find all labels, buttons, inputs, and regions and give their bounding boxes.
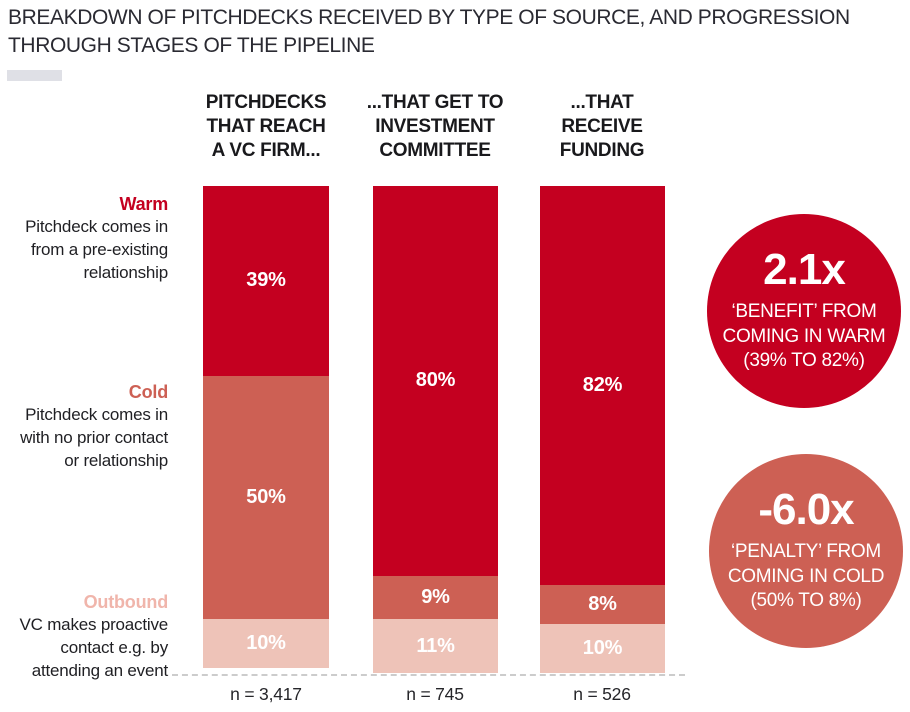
sample-size-reach-vc-firm: n = 3,417 — [230, 684, 302, 704]
segment-percentage-label: 39% — [246, 269, 286, 292]
segment-percentage-label: 9% — [421, 586, 450, 608]
segment-percentage-label: 10% — [246, 632, 286, 655]
segment-percentage-label: 50% — [246, 486, 286, 509]
bar-segment-warm: 39% — [203, 186, 329, 376]
column-header-reach-vc-firm: PITCHDECKS THAT REACH A VC FIRM... — [205, 92, 327, 161]
bar-segment-outbound: 11% — [373, 619, 498, 673]
sample-size-receive-funding: n = 526 — [573, 684, 631, 704]
segment-percentage-label: 11% — [416, 634, 455, 657]
row-label-outbound-title: Outbound — [83, 592, 169, 612]
row-label-warm-title: Warm — [119, 194, 168, 214]
callout-benefit-value: 2.1x — [763, 244, 846, 294]
column-header-receive-funding: ...THAT RECEIVE FUNDING — [559, 92, 645, 161]
callout-penalty-text: ‘PENALTY’ FROM COMING IN COLD (50% TO 8%… — [727, 540, 885, 612]
segment-percentage-label: 80% — [415, 369, 456, 392]
row-label-outbound-description: VC makes proactive contact e.g. by atten… — [19, 615, 168, 680]
callout-benefit-circle: 2.1x ‘BENEFIT’ FROM COMING IN WARM (39% … — [707, 214, 901, 408]
bar-segment-outbound: 10% — [540, 624, 665, 673]
bar-segment-outbound: 10% — [203, 619, 329, 669]
row-label-warm: Warm Pitchdeck comes in from a pre-exist… — [0, 193, 168, 284]
row-label-outbound: Outbound VC makes proactive contact e.g.… — [0, 591, 168, 682]
column-header-investment-committee: ...THAT GET TO INVESTMENT COMMITTEE — [366, 92, 504, 161]
bar-segment-cold: 50% — [203, 375, 329, 620]
row-label-cold: Cold Pitchdeck comes in with no prior co… — [0, 381, 168, 472]
stacked-bar-investment-committee: 80% 9% 11% — [373, 186, 498, 673]
stacked-bar-receive-funding: 82% 8% 10% — [540, 186, 665, 673]
segment-percentage-label: 8% — [588, 593, 617, 616]
bar-segment-warm: 82% — [540, 186, 665, 586]
dashed-baseline — [172, 674, 685, 676]
bar-segment-cold: 8% — [540, 585, 665, 625]
bar-segment-warm: 80% — [373, 186, 498, 576]
bar-segment-cold: 9% — [373, 575, 498, 620]
callout-penalty-value: -6.0x — [758, 484, 854, 534]
stacked-bar-reach-vc-firm: 39% 50% 10% — [203, 186, 329, 673]
chart-title: BREAKDOWN OF PITCHDECKS RECEIVED BY TYPE… — [8, 6, 850, 57]
row-label-warm-description: Pitchdeck comes in from a pre-existing r… — [25, 217, 168, 282]
row-label-cold-title: Cold — [128, 382, 168, 402]
segment-percentage-label: 82% — [582, 374, 623, 397]
segment-percentage-label: 10% — [582, 637, 623, 660]
callout-penalty-circle: -6.0x ‘PENALTY’ FROM COMING IN COLD (50%… — [709, 454, 903, 648]
callout-benefit-text: ‘BENEFIT’ FROM COMING IN WARM (39% TO 82… — [722, 300, 886, 372]
sample-size-investment-committee: n = 745 — [406, 684, 464, 704]
row-label-cold-description: Pitchdeck comes in with no prior contact… — [20, 405, 168, 470]
legend-swatch — [7, 70, 62, 81]
